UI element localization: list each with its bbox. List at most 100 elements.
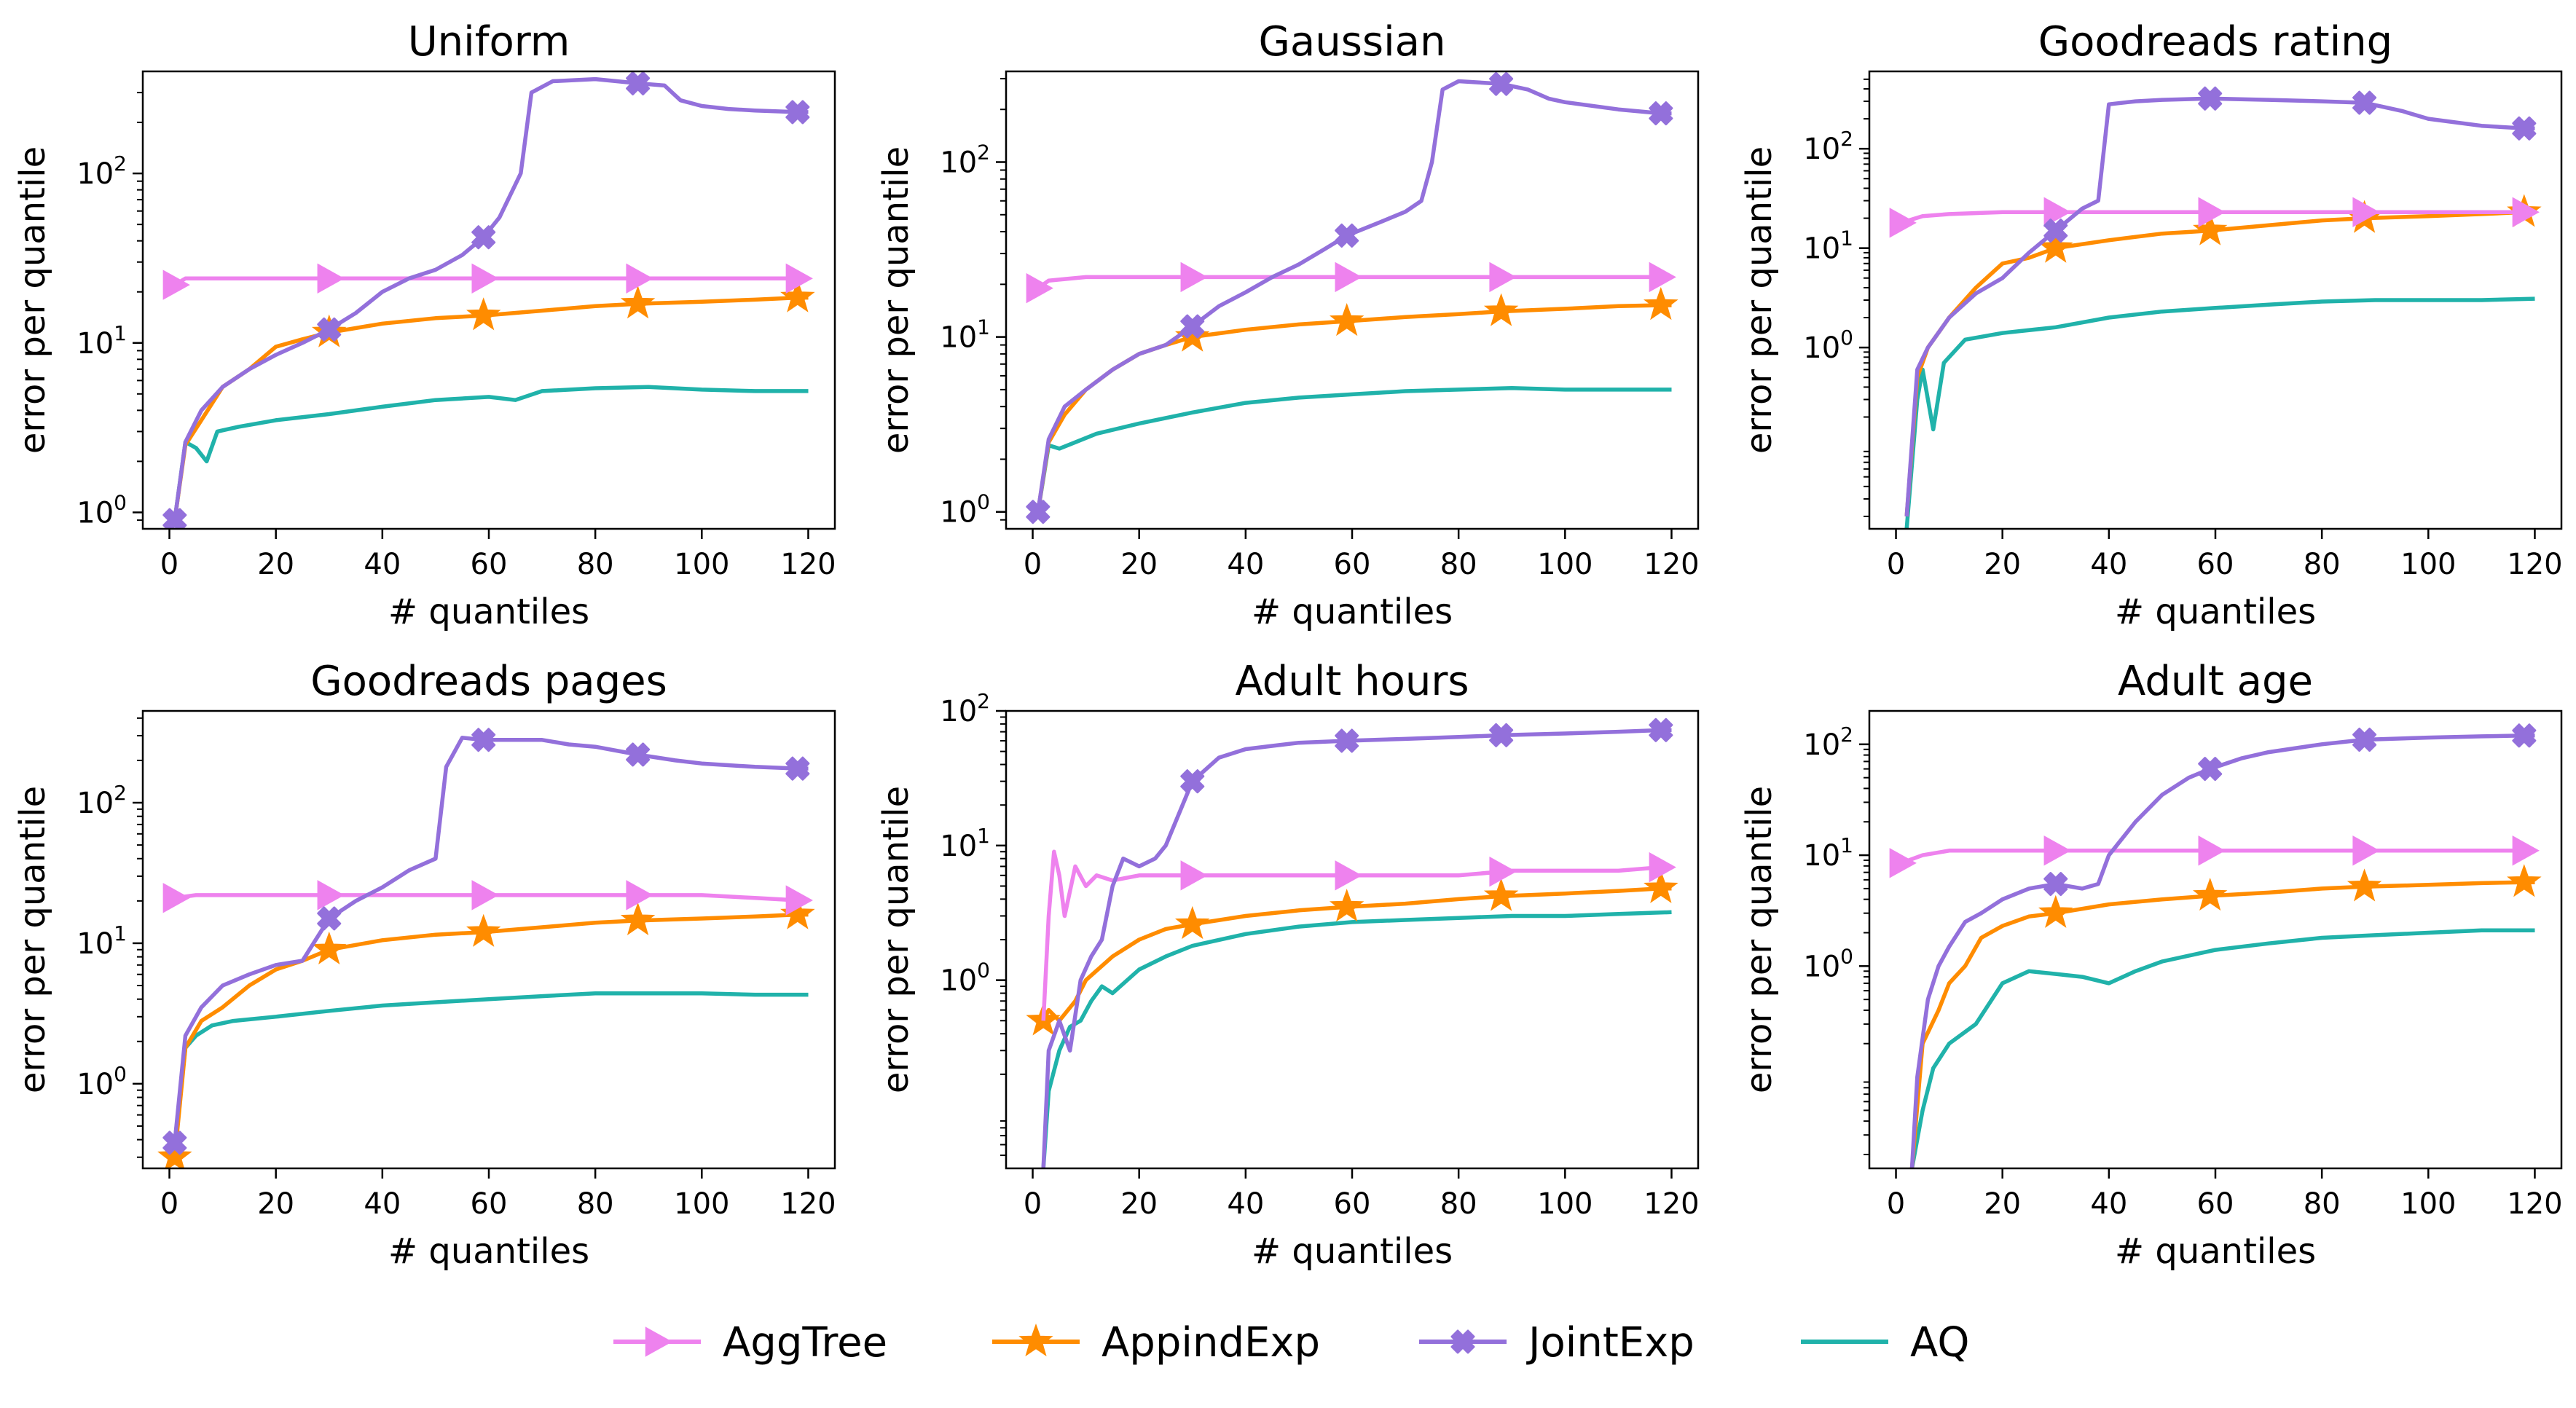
y-tick-label: 100: [1803, 326, 1853, 365]
subplot-adult-age: Adult age # quantiles error per quantile 0 2…: [1739, 658, 2563, 1272]
marker-aggtree: [1649, 261, 1676, 293]
x-tick-label: 100: [674, 548, 729, 581]
series-line-jointexp: [1909, 734, 2535, 1168]
marker-aggtree: [1180, 261, 1208, 293]
marker-appindexp: [2038, 229, 2073, 263]
x-tick-label: 60: [2197, 548, 2234, 581]
y-tick-label: 102: [1803, 723, 1853, 762]
marker-appindexp: [620, 902, 656, 936]
x-tick-label: 0: [1024, 548, 1042, 581]
marker-jointexp: [2043, 219, 2068, 243]
subplot-gaussian: Gaussian # quantiles error per quantile 0 20…: [876, 18, 1700, 632]
axes-frame: [1868, 709, 2563, 1170]
legend-label: AQ: [1910, 1319, 1969, 1366]
marker-aggtree: [1489, 856, 1517, 887]
y-tick-label: 102: [1803, 127, 1853, 166]
series-aq: [173, 991, 809, 1144]
x-tick-label: 0: [160, 548, 178, 581]
marker-aggtree: [1889, 208, 1917, 238]
x-tick-label: 80: [1440, 548, 1477, 581]
marker-aggtree: [2198, 197, 2226, 227]
x-tick-label: 40: [2090, 548, 2127, 581]
y-axis-label: error per quantile: [1739, 146, 1780, 454]
series-line-jointexp: [1041, 728, 1672, 1168]
marker-appindexp: [2507, 864, 2542, 897]
x-tick-label: 20: [257, 1187, 294, 1221]
x-tick-label: 120: [2507, 1187, 2562, 1221]
series-jointexp: [1041, 717, 1673, 1168]
marker-appindexp: [1644, 870, 1678, 903]
marker-aggtree: [2512, 835, 2540, 866]
series-aggtree: [162, 880, 813, 916]
x-tick-label: 0: [1887, 1187, 1905, 1221]
series-line-appindexp: [1036, 303, 1672, 513]
y-axis-label: error per quantile: [876, 146, 916, 454]
marker-appindexp: [2038, 894, 2073, 928]
x-axis-label: # quantiles: [2115, 591, 2316, 632]
marker-jointexp: [626, 742, 651, 767]
marker-aggtree: [1335, 261, 1362, 293]
series-line-jointexp: [173, 736, 809, 1144]
series-line-jointexp: [1904, 96, 2535, 517]
y-tick-label: 102: [940, 689, 990, 728]
legend-label: JointExp: [1526, 1319, 1695, 1366]
legend-marker: [645, 1326, 673, 1357]
marker-jointexp: [317, 317, 342, 342]
series-line-aq: [173, 991, 809, 1144]
marker-aggtree: [1889, 848, 1917, 878]
y-tick-label: 100: [76, 490, 127, 530]
x-tick-label: 40: [364, 1187, 401, 1221]
marker-appindexp: [1174, 905, 1210, 940]
legend-item-jointexp: JointExp: [1419, 1319, 1695, 1366]
x-tick-label: 20: [1984, 1187, 2021, 1221]
marker-aggtree: [1026, 272, 1053, 304]
marker-jointexp: [1489, 71, 1514, 96]
series-appindexp: [1036, 287, 1678, 513]
y-tick-label: 100: [940, 959, 990, 998]
series-aq: [1904, 296, 2535, 529]
subplot-goodreads-rating: Goodreads rating # quantiles error per qua…: [1739, 18, 2563, 632]
marker-jointexp: [471, 225, 496, 250]
x-tick-label: 120: [780, 1187, 836, 1221]
series-aggtree: [1889, 197, 2540, 238]
axes-frame: [1005, 70, 1700, 530]
subplot-goodreads-pages: Goodreads pages # quantiles error per quan…: [12, 658, 836, 1272]
x-axis-label: # quantiles: [1252, 591, 1453, 632]
marker-jointexp: [1026, 500, 1051, 524]
marker-jointexp: [1335, 223, 1359, 248]
series-aq: [1909, 928, 2535, 1168]
x-tick-label: 60: [1334, 1187, 1371, 1221]
marker-jointexp: [317, 906, 342, 931]
marker-appindexp: [157, 1138, 192, 1168]
marker-jointexp: [162, 1130, 187, 1155]
marker-jointexp: [1649, 717, 1673, 742]
x-tick-label: 100: [1537, 548, 1593, 581]
series-line-aq: [173, 385, 809, 521]
x-tick-label: 120: [780, 548, 836, 581]
y-axis-label: error per quantile: [1739, 786, 1780, 1093]
subplot-uniform: Uniform # quantiles error per quantile 0 20 4…: [12, 18, 836, 632]
x-tick-label: 40: [1227, 548, 1264, 581]
x-tick-label: 60: [471, 1187, 508, 1221]
x-tick-label: 20: [257, 548, 294, 581]
legend-marker: [1018, 1324, 1053, 1357]
series-line-aggtree: [174, 893, 809, 903]
marker-appindexp: [1483, 878, 1519, 911]
marker-aggtree: [471, 263, 499, 294]
marker-aggtree: [2043, 835, 2071, 866]
y-tick-label: 101: [76, 321, 127, 361]
y-tick-label: 101: [76, 921, 127, 961]
x-tick-label: 120: [1644, 548, 1699, 581]
marker-jointexp: [785, 100, 810, 125]
subplot-title: Adult hours: [1235, 658, 1469, 705]
series-line-appindexp: [1909, 880, 2535, 1168]
marker-aggtree: [1649, 852, 1676, 883]
marker-aggtree: [317, 263, 345, 294]
x-tick-label: 60: [1334, 548, 1371, 581]
x-axis-label: # quantiles: [1252, 1231, 1453, 1272]
marker-jointexp: [162, 508, 187, 529]
series-line-jointexp: [1036, 79, 1672, 513]
y-tick-label: 102: [76, 152, 127, 191]
marker-aggtree: [785, 263, 813, 294]
